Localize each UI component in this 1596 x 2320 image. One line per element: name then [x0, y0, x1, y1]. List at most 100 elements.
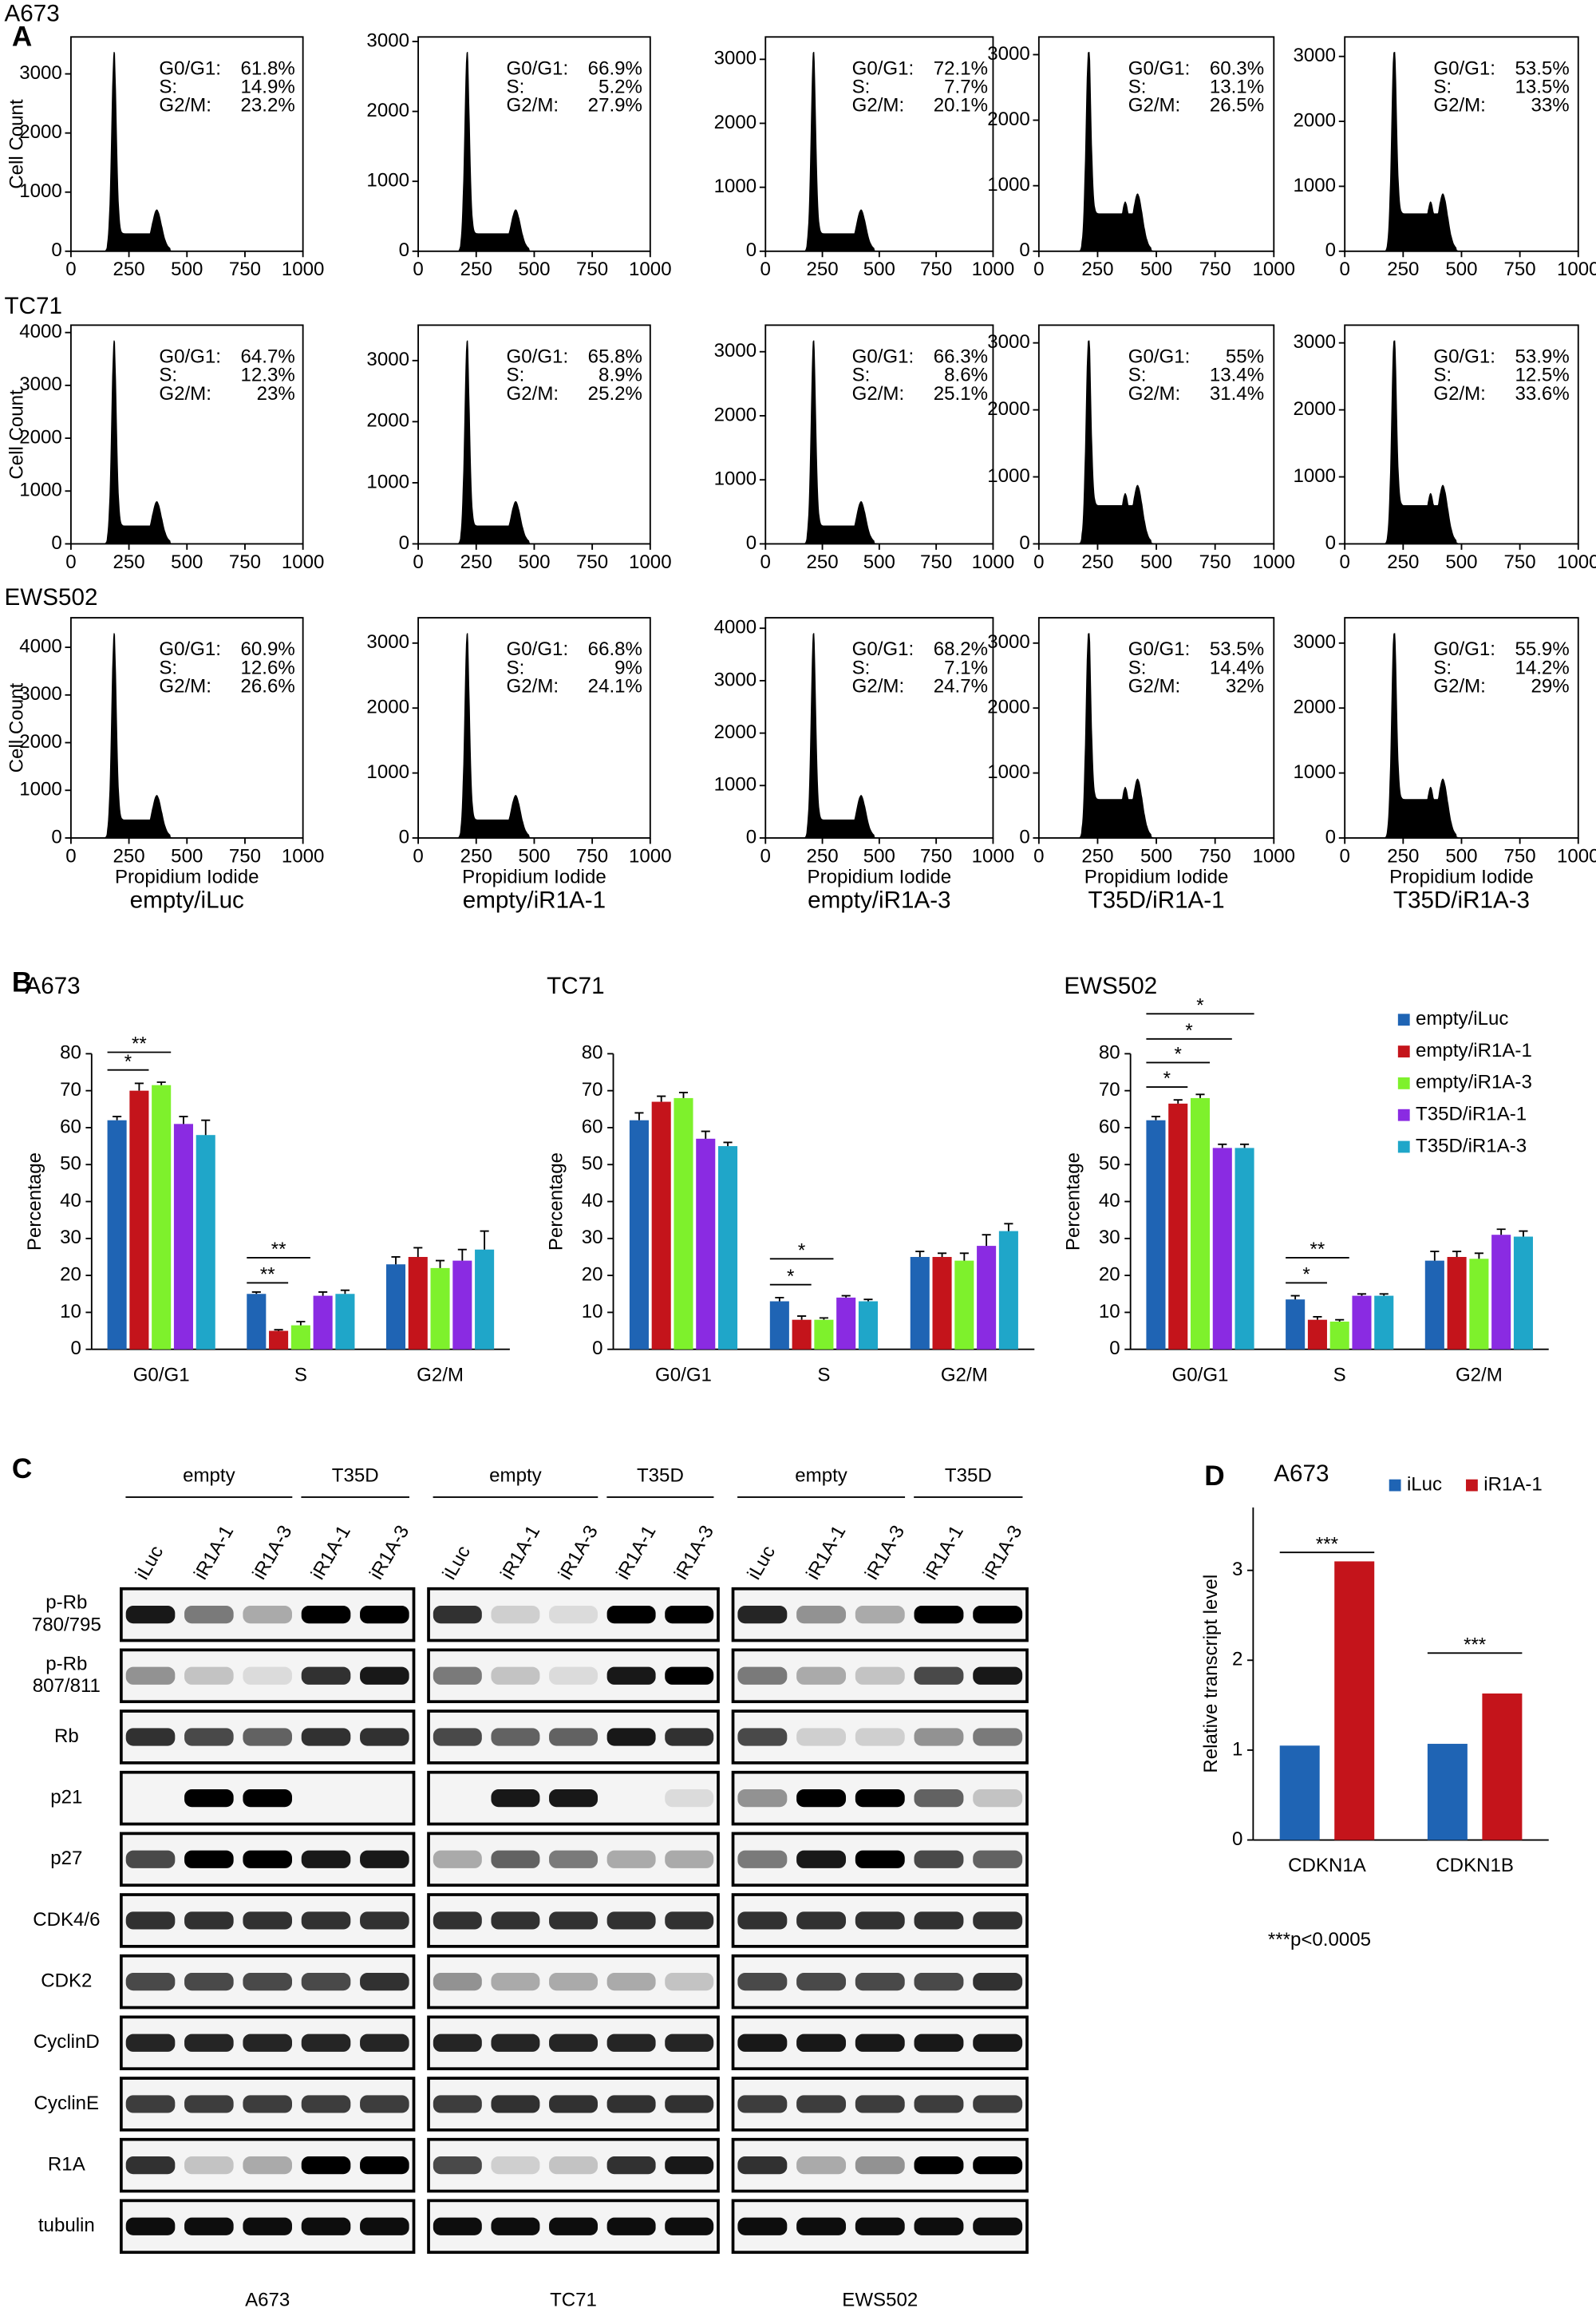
stat-label: S:: [159, 77, 177, 98]
stat-value: 25.2%: [588, 383, 642, 405]
error-bar: [1240, 1143, 1250, 1148]
stat-label: G2/M:: [852, 675, 905, 697]
y-tick-label: 3000: [19, 683, 62, 705]
bar: [1212, 1148, 1232, 1350]
stat-label: G0/G1:: [159, 57, 221, 79]
x-tick-label: 750: [1504, 845, 1536, 867]
y-tick-label: 40: [1099, 1190, 1120, 1211]
legend-swatch: [1389, 1479, 1401, 1492]
y-tick-label: 30: [60, 1227, 81, 1248]
y-tick-label: 4000: [19, 635, 62, 657]
legend-label: empty/iR1A-3: [1416, 1072, 1532, 1093]
stat-label: G2/M:: [507, 383, 559, 405]
blot-band: [665, 1789, 714, 1808]
x-tick-label: 250: [1081, 845, 1113, 867]
significance-label: *: [1196, 994, 1203, 1016]
stat-value: 25.1%: [934, 383, 988, 405]
x-tick-label: 500: [863, 551, 895, 573]
stat-label: G2/M:: [1433, 675, 1486, 697]
stat-label: G0/G1:: [507, 57, 569, 79]
stat-value: 8.9%: [598, 365, 642, 386]
y-tick-label: 3000: [366, 631, 409, 653]
bar: [173, 1124, 193, 1350]
protein-label: 780/795: [32, 1614, 101, 1635]
bar: [1482, 1693, 1523, 1840]
x-tick-label: 1000: [972, 259, 1015, 280]
blot-band: [360, 2033, 409, 2052]
y-tick-label: 60: [582, 1116, 603, 1137]
stat-value: 7.1%: [944, 657, 988, 678]
y-tick-label: 2000: [1294, 109, 1337, 131]
y-axis-label: Percentage: [24, 1152, 45, 1251]
column-label: T35D/iR1A-3: [1393, 887, 1530, 913]
blot-band: [737, 1728, 788, 1746]
blot-band: [360, 1850, 409, 1868]
blot-band: [301, 2156, 351, 2175]
error-bar: [435, 1259, 445, 1268]
x-tick-label: G2/M: [417, 1364, 464, 1385]
stat-value: 7.7%: [944, 77, 988, 98]
blot-band: [737, 1911, 788, 1930]
error-bar: [1474, 1252, 1483, 1259]
protein-label: Rb: [54, 1725, 79, 1747]
y-tick-label: 0: [1019, 532, 1029, 554]
x-tick-label: 0: [760, 551, 771, 573]
error-bar: [1496, 1228, 1506, 1235]
blot-band: [491, 2156, 540, 2175]
x-tick-label: 250: [806, 845, 838, 867]
bar: [769, 1301, 789, 1350]
bar: [792, 1319, 812, 1350]
x-tick-label: CDKN1B: [1436, 1855, 1514, 1876]
x-tick-label: 500: [171, 259, 203, 280]
stat-label: S:: [1433, 657, 1452, 678]
blot-band: [973, 1789, 1023, 1808]
bar: [196, 1135, 215, 1350]
protein-label: p-Rb: [45, 1592, 87, 1614]
protein-label: R1A: [48, 2153, 85, 2175]
error-bar: [251, 1291, 261, 1294]
error-bar: [1290, 1294, 1300, 1300]
y-tick-label: 4000: [19, 321, 62, 342]
error-bar: [797, 1315, 807, 1320]
significance-label: *: [124, 1051, 132, 1073]
blot-band: [796, 1728, 847, 1746]
x-tick-label: 500: [1445, 259, 1477, 280]
stat-value: 14.2%: [1515, 657, 1569, 678]
stat-value: 5.2%: [598, 77, 642, 98]
x-tick-label: 250: [460, 259, 492, 280]
blot-band: [606, 1666, 656, 1685]
blot-band: [360, 2217, 409, 2235]
y-tick-label: 1000: [1294, 175, 1337, 196]
stat-label: G2/M:: [507, 95, 559, 117]
legend-label: empty/iLuc: [1416, 1008, 1508, 1030]
y-tick-label: 3000: [1294, 631, 1337, 653]
y-tick-label: 0: [746, 239, 757, 261]
x-tick-label: 250: [1387, 259, 1419, 280]
y-tick-label: 0: [1325, 826, 1336, 848]
y-tick-label: 20: [60, 1263, 81, 1285]
x-tick-label: 500: [1140, 259, 1172, 280]
error-bar: [413, 1247, 423, 1257]
y-tick-label: 2000: [987, 109, 1030, 130]
x-tick-label: 750: [229, 845, 261, 867]
blot-band: [549, 1728, 598, 1746]
error-bar: [775, 1296, 784, 1302]
histogram: [1038, 52, 1274, 251]
blot-band: [737, 1666, 788, 1685]
y-tick-label: 3000: [1294, 331, 1337, 353]
column-label: T35D/iR1A-1: [1088, 887, 1224, 913]
y-tick-label: 3000: [987, 43, 1030, 65]
error-bar: [480, 1230, 489, 1250]
bar: [1279, 1745, 1320, 1840]
x-tick-label: G0/G1: [1172, 1364, 1229, 1385]
bar: [1307, 1319, 1327, 1350]
blot-band: [360, 1728, 409, 1746]
bar: [1513, 1236, 1533, 1350]
blot-band: [184, 1666, 234, 1685]
y-tick-label: 30: [582, 1227, 603, 1248]
blot-band: [973, 2033, 1023, 2052]
stat-value: 53.5%: [1515, 57, 1569, 79]
lane-label: iR1A-3: [670, 1522, 718, 1583]
stat-label: S:: [1128, 77, 1147, 98]
blot-band: [301, 1666, 351, 1685]
